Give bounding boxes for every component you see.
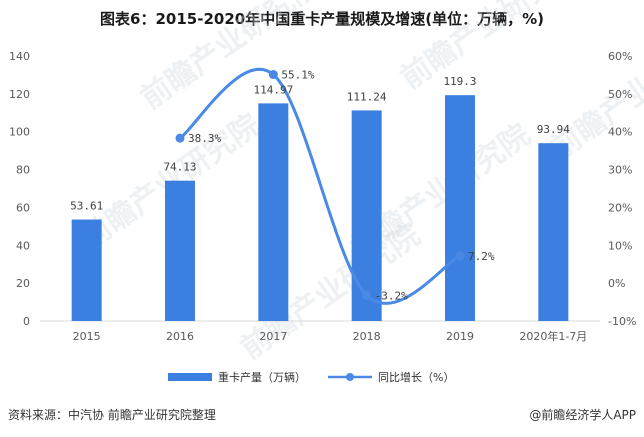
y-right-tick-label: 20% — [608, 201, 632, 214]
bar-value-label: 53.61 — [70, 200, 103, 213]
watermark-text: 前瞻产业研究院 — [395, 0, 587, 97]
bar-series — [71, 95, 569, 322]
x-tick-label: 2018 — [353, 330, 381, 343]
bar — [445, 95, 475, 321]
bar-value-label: 114.97 — [253, 83, 293, 96]
x-tick-label: 2020年1-7月 — [519, 329, 587, 343]
legend-bar-swatch — [168, 373, 212, 381]
growth-point — [268, 70, 278, 80]
bar-value-label: 93.94 — [537, 123, 570, 136]
growth-point — [175, 133, 185, 143]
legend: 重卡产量（万辆） 同比增长（%） — [168, 370, 454, 384]
y-left-tick-label: 40 — [16, 239, 30, 252]
data-labels: 53.61 74.13 114.97 111.24 119.3 93.94 38.3% 55.… — [70, 69, 570, 303]
y-right-tick-label: 50% — [608, 88, 632, 101]
y-right-tick-label: 0% — [608, 277, 625, 290]
y-right-tick-label: 40% — [608, 126, 632, 139]
x-tick-label: 2015 — [73, 330, 101, 343]
x-tick-label: 2019 — [446, 330, 474, 343]
growth-value-label: 7.2% — [468, 250, 495, 263]
y-left-tick-label: 0 — [23, 315, 30, 328]
bar-value-label: 119.3 — [443, 75, 476, 88]
bar — [538, 143, 569, 321]
growth-value-label: 38.3% — [188, 132, 221, 145]
legend-line-marker — [346, 373, 354, 381]
y-left-tick-label: 20 — [16, 277, 30, 290]
x-tick-label: 2016 — [166, 330, 194, 343]
growth-value-label: 55.1% — [281, 69, 314, 82]
legend-line-label: 同比增长（%） — [378, 370, 454, 384]
y-left-tick-label: 100 — [9, 126, 30, 139]
footer-brand: @前瞻经济学人APP — [529, 408, 636, 422]
axes: 0 20 40 60 80 100 120 140 -10% 0% 10% 20% 30% 40% 50% 6… — [9, 50, 636, 343]
bar — [165, 180, 195, 321]
line-series — [175, 67, 465, 305]
footer-source: 资料来源：中汽协 前瞻产业研究院整理 — [8, 408, 216, 422]
y-right-tick-label: 60% — [608, 50, 632, 63]
bar — [71, 219, 102, 321]
bar — [351, 110, 382, 321]
legend-bar-label: 重卡产量（万辆） — [218, 370, 306, 384]
y-left-tick-label: 60 — [16, 201, 30, 214]
growth-value-label: -3.2% — [375, 289, 408, 302]
y-right-tick-label: 30% — [608, 164, 632, 177]
growth-point — [455, 251, 465, 261]
y-left-tick-label: 140 — [9, 50, 30, 63]
chart-title: 图表6：2015-2020年中国重卡产量规模及增速(单位：万辆，%) — [100, 10, 544, 28]
bar-value-label: 111.24 — [347, 90, 387, 103]
growth-point — [362, 290, 372, 300]
x-tick-label: 2017 — [259, 330, 287, 343]
y-right-tick-label: -10% — [608, 315, 636, 328]
y-left-tick-label: 120 — [9, 88, 30, 101]
bar — [258, 103, 289, 322]
y-right-tick-label: 10% — [608, 239, 632, 252]
bar-value-label: 74.13 — [163, 161, 196, 174]
watermark-text: 前瞻产业研究院 — [135, 0, 327, 117]
y-left-tick-label: 80 — [16, 164, 30, 177]
growth-line — [179, 67, 461, 305]
